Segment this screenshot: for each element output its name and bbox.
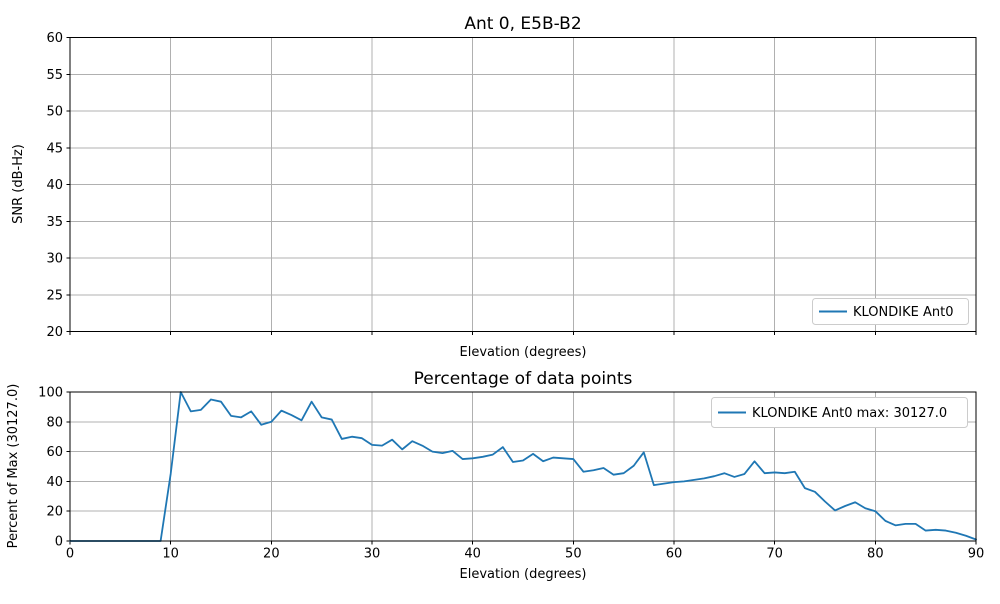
bottom-tick-labels: 0 10 20 30 40 50 60 70 80 90 0 20 40 60 80 100: [38, 386, 984, 562]
top-tick-marks: [66, 37, 977, 335]
y-tick-label: 50: [46, 105, 63, 120]
bottom-legend-label: KLONDIKE Ant0 max: 30127.0: [752, 406, 947, 421]
top-legend: KLONDIKE Ant0: [812, 298, 969, 325]
x-tick-label: 0: [66, 547, 74, 562]
x-tick-label: 20: [263, 547, 280, 562]
top-grid: [69, 37, 977, 332]
bottom-plot-border: [69, 391, 977, 542]
x-tick-label: 10: [162, 547, 179, 562]
y-tick-label: 40: [46, 178, 63, 193]
y-tick-label: 25: [46, 288, 63, 303]
y-tick-label: 100: [38, 386, 63, 401]
x-tick-label: 80: [867, 547, 884, 562]
top-chart-title: Ant 0, E5B-B2: [464, 14, 581, 34]
top-plot-border: [69, 37, 977, 332]
y-tick-label: 0: [55, 535, 63, 550]
top-legend-label: KLONDIKE Ant0: [853, 305, 953, 320]
y-tick-label: 20: [46, 505, 63, 520]
bottom-data-lines: [69, 391, 977, 542]
x-tick-label: 40: [464, 547, 481, 562]
top-legend-box: [812, 298, 969, 325]
top-yaxis-label: SNR (dB-Hz): [11, 144, 26, 224]
y-tick-label: 35: [46, 215, 63, 230]
x-tick-label: 90: [968, 547, 985, 562]
x-tick-label: 70: [766, 547, 783, 562]
x-tick-label: 50: [565, 547, 582, 562]
x-tick-label: 60: [666, 547, 683, 562]
y-tick-label: 40: [46, 475, 63, 490]
bottom-chart: 0 10 20 30 40 50 60 70 80 90 0 20 40 60 80 100 Percenta…: [6, 369, 984, 582]
y-tick-label: 80: [46, 415, 63, 430]
x-tick-label: 30: [364, 547, 381, 562]
y-tick-label: 45: [46, 141, 63, 156]
bottom-chart-title: Percentage of data points: [414, 369, 633, 389]
bottom-xaxis-label: Elevation (degrees): [460, 567, 587, 582]
bottom-legend-box: [711, 397, 968, 428]
top-chart: 20 25 30 35 40 45 50 55 60 Ant 0, E5B-B2 Elevati…: [11, 14, 977, 360]
y-tick-label: 20: [46, 325, 63, 340]
y-tick-label: 55: [46, 68, 63, 83]
y-tick-label: 60: [46, 31, 63, 46]
bottom-yaxis-label: Percent of Max (30127.0): [6, 384, 21, 549]
data-line: [69, 391, 977, 542]
bottom-legend: KLONDIKE Ant0 max: 30127.0: [711, 397, 968, 428]
top-xaxis-label: Elevation (degrees): [460, 345, 587, 360]
top-tick-labels: 20 25 30 35 40 45 50 55 60: [46, 31, 63, 340]
y-tick-label: 30: [46, 252, 63, 267]
y-tick-label: 60: [46, 445, 63, 460]
